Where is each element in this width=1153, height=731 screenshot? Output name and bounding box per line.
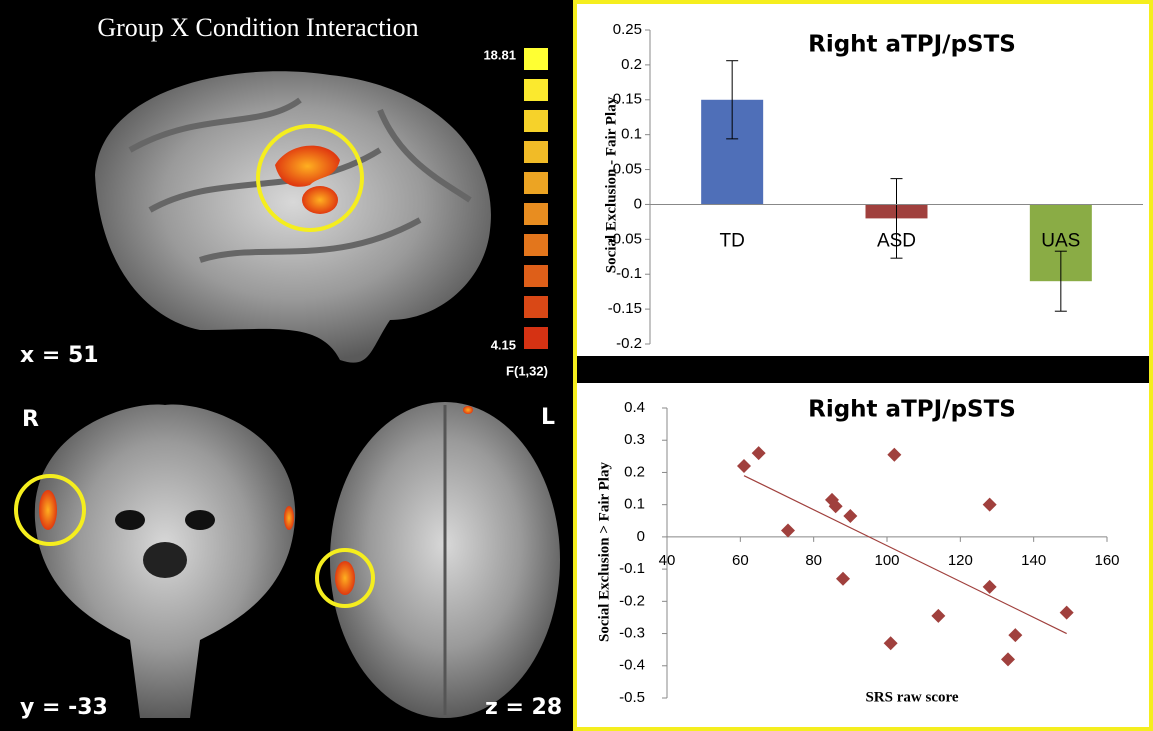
- colorbar-swatch: [524, 110, 548, 132]
- y-tick-label: 0.15: [613, 91, 642, 108]
- y-tick-label: -0.1: [619, 560, 645, 577]
- x-axis-label: SRS raw score: [865, 689, 958, 705]
- y-tick-label: -0.1: [616, 265, 642, 282]
- y-tick-label: 0.1: [624, 496, 645, 513]
- y-tick-label: -0.15: [608, 300, 642, 317]
- figure: Group X Condition Interaction 18.81 4.15…: [0, 0, 1153, 731]
- slice-label: z = 28: [485, 695, 562, 720]
- colorbar-swatch: [524, 296, 548, 318]
- colorbar-swatch: [524, 234, 548, 256]
- y-tick-label: 0.1: [621, 126, 642, 143]
- x-tick-label: 60: [732, 552, 749, 569]
- colorbar-swatch: [524, 79, 548, 101]
- x-tick-label: 40: [659, 552, 676, 569]
- y-tick-label: 0.2: [624, 463, 645, 480]
- slice-label: y = -33: [20, 695, 108, 720]
- x-tick-label: 80: [805, 552, 822, 569]
- colorbar-label: F(1,32): [506, 363, 548, 378]
- x-tick-label: 140: [1021, 552, 1046, 569]
- y-tick-label: 0: [637, 528, 645, 545]
- slice-label: x = 51: [20, 343, 99, 368]
- side-label: R: [22, 407, 39, 432]
- x-tick-label: ASD: [877, 230, 916, 251]
- colorbar-swatch: [524, 265, 548, 287]
- side-label: L: [541, 405, 555, 430]
- y-tick-label: 0.25: [613, 21, 642, 38]
- colorbar-swatch: [524, 172, 548, 194]
- colorbar-min: 4.15: [491, 337, 516, 352]
- y-tick-label: 0.3: [624, 431, 645, 448]
- y-tick-label: -0.3: [619, 625, 645, 642]
- colorbar-swatch: [524, 203, 548, 225]
- chart-title: Right aTPJ/pSTS: [808, 32, 1016, 58]
- y-tick-label: -0.5: [619, 689, 645, 706]
- x-tick-label: UAS: [1041, 230, 1080, 251]
- chart-title: Right aTPJ/pSTS: [808, 397, 1016, 423]
- y-tick-label: -0.05: [608, 230, 642, 247]
- colorbar-swatch: [524, 327, 548, 349]
- y-tick-label: -0.2: [619, 592, 645, 609]
- separator: [577, 356, 1149, 383]
- colorbar-swatch: [524, 48, 548, 70]
- y-tick-label: 0.2: [621, 56, 642, 73]
- x-tick-label: TD: [720, 230, 745, 251]
- x-tick-label: 120: [948, 552, 973, 569]
- y-tick-label: -0.4: [619, 657, 645, 674]
- panel-title: Group X Condition Interaction: [97, 13, 418, 42]
- y-axis-label: Social Exclusion > Fair Play: [596, 462, 612, 642]
- colorbar-max: 18.81: [483, 47, 516, 62]
- y-tick-label: 0.4: [624, 399, 645, 416]
- y-tick-label: 0.05: [613, 161, 642, 178]
- colorbar-swatch: [524, 141, 548, 163]
- x-tick-label: 160: [1094, 552, 1119, 569]
- y-tick-label: -0.2: [616, 335, 642, 352]
- x-tick-label: 100: [874, 552, 899, 569]
- y-tick-label: 0: [634, 195, 642, 212]
